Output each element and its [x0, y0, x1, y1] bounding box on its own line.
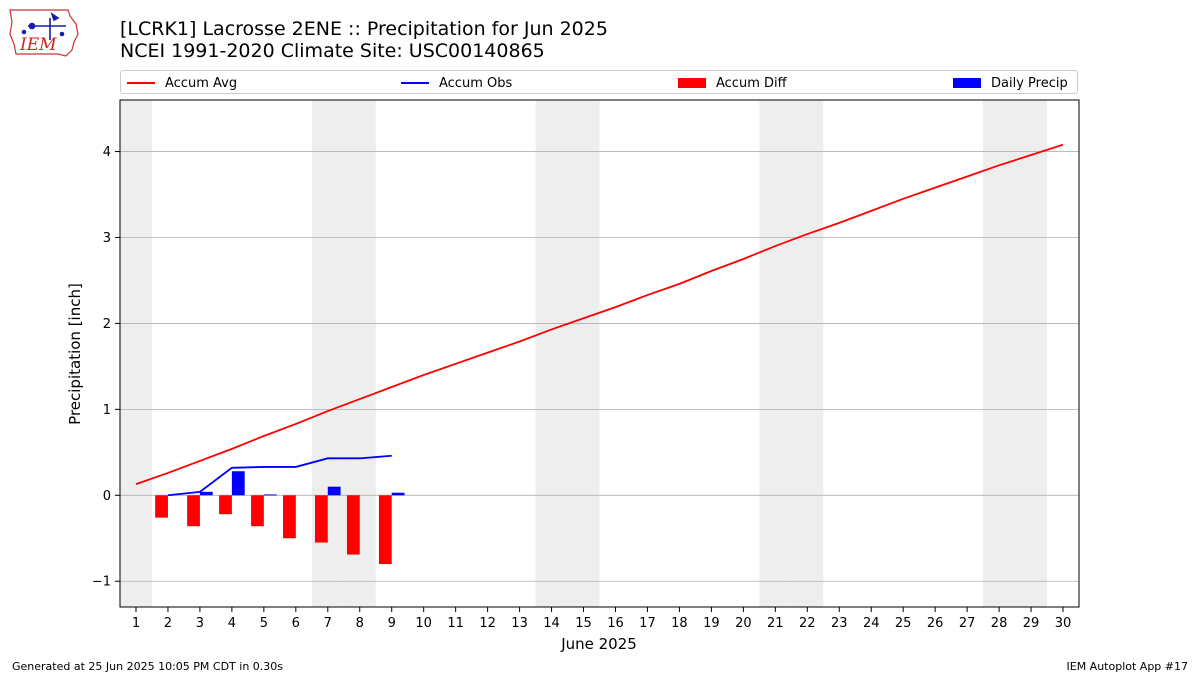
- x-tick-label: 3: [196, 616, 204, 631]
- legend-item-daily-precip: Daily Precip: [953, 74, 1068, 92]
- x-tick-label: 6: [292, 616, 300, 631]
- x-tick-label: 27: [959, 616, 976, 631]
- x-tick-label: 24: [863, 616, 880, 631]
- accum-diff-bar: [187, 495, 200, 527]
- x-tick-label: 18: [671, 616, 688, 631]
- x-tick-label: 15: [575, 616, 592, 631]
- x-tick-label: 5: [260, 616, 268, 631]
- weekend-shade: [759, 100, 792, 607]
- iowa-state-outline-icon: [9, 9, 79, 57]
- x-tick-label: 22: [799, 616, 816, 631]
- x-tick-label: 14: [543, 616, 560, 631]
- y-tick-label: 4: [103, 145, 111, 160]
- daily-precip-bar: [231, 471, 245, 496]
- x-axis-label: June 2025: [560, 635, 637, 653]
- footer-app: IEM Autoplot App #17: [1066, 660, 1189, 673]
- accum-diff-bar: [219, 495, 232, 515]
- legend-swatch-daily-precip: [953, 78, 981, 88]
- daily-precip-bar: [391, 492, 405, 496]
- y-axis-label: Precipitation [inch]: [66, 283, 84, 425]
- legend-swatch-accum-obs: [401, 82, 429, 84]
- y-tick-label: −1: [92, 575, 111, 590]
- y-tick-label: 2: [103, 317, 111, 332]
- x-tick-label: 23: [831, 616, 848, 631]
- plot-frame: [119, 99, 1080, 608]
- weekend-shade: [567, 100, 600, 607]
- legend-label-accum-avg: Accum Avg: [165, 75, 238, 91]
- x-tick-label: 26: [927, 616, 944, 631]
- weekend-shade: [791, 100, 824, 607]
- y-tick-label: 0: [103, 489, 111, 504]
- accum-diff-bar: [314, 495, 328, 543]
- legend-swatch-accum-avg: [127, 82, 155, 84]
- chart-subtitle: NCEI 1991-2020 Climate Site: USC00140865: [120, 40, 545, 62]
- x-tick-label: 21: [767, 616, 784, 631]
- legend-label-accum-diff: Accum Diff: [716, 75, 787, 91]
- x-tick-label: 30: [1055, 616, 1072, 631]
- accum-avg-line: [135, 143, 1064, 485]
- x-tick-label: 16: [607, 616, 624, 631]
- weekend-shade: [983, 100, 1016, 607]
- weather-station-icon: [21, 12, 66, 40]
- weekend-shade: [1015, 100, 1048, 607]
- accum-diff-bar: [155, 495, 168, 518]
- x-tick-label: 9: [388, 616, 396, 631]
- legend: Accum Avg Accum Obs Accum Diff Daily Pre…: [120, 70, 1078, 94]
- x-tick-label: 2: [164, 616, 172, 631]
- legend-label-accum-obs: Accum Obs: [439, 75, 513, 91]
- accum-diff-bar: [251, 495, 264, 527]
- accum-diff-bar: [283, 495, 296, 539]
- x-tick-label: 29: [1023, 616, 1040, 631]
- daily-precip-bar: [327, 486, 341, 496]
- x-tick-label: 1: [132, 616, 140, 631]
- legend-swatch-accum-diff: [678, 78, 706, 88]
- iem-logo: IEM: [9, 9, 79, 57]
- legend-item-accum-diff: Accum Diff: [678, 74, 787, 92]
- legend-label-daily-precip: Daily Precip: [991, 75, 1068, 91]
- x-tick-label: 8: [356, 616, 364, 631]
- y-tick-label: 1: [103, 403, 111, 418]
- legend-item-accum-obs: Accum Obs: [401, 74, 512, 92]
- x-tick-label: 4: [228, 616, 236, 631]
- x-tick-label: 11: [447, 616, 464, 631]
- accum-obs-line: [167, 454, 392, 497]
- x-tick-label: 17: [639, 616, 656, 631]
- footer-generated: Generated at 25 Jun 2025 10:05 PM CDT in…: [12, 660, 284, 673]
- x-tick-label: 12: [479, 616, 496, 631]
- x-tick-label: 19: [703, 616, 720, 631]
- logo-text: IEM: [19, 35, 57, 55]
- accum-diff-bar: [346, 495, 360, 555]
- weekend-shade: [535, 100, 568, 607]
- daily-precip-bar: [263, 494, 277, 496]
- x-tick-label: 7: [324, 616, 332, 631]
- accum-diff-bar: [378, 495, 392, 565]
- daily-precip-bar: [199, 491, 213, 496]
- legend-item-accum-avg: Accum Avg: [127, 74, 237, 92]
- x-tick-label: 10: [415, 616, 432, 631]
- weekend-shade: [120, 100, 152, 607]
- x-tick-label: 20: [735, 616, 752, 631]
- chart-title: [LCRK1] Lacrosse 2ENE :: Precipitation f…: [120, 18, 608, 40]
- x-tick-label: 28: [991, 616, 1008, 631]
- x-tick-label: 25: [895, 616, 912, 631]
- y-tick-label: 3: [103, 231, 111, 246]
- x-tick-label: 13: [511, 616, 528, 631]
